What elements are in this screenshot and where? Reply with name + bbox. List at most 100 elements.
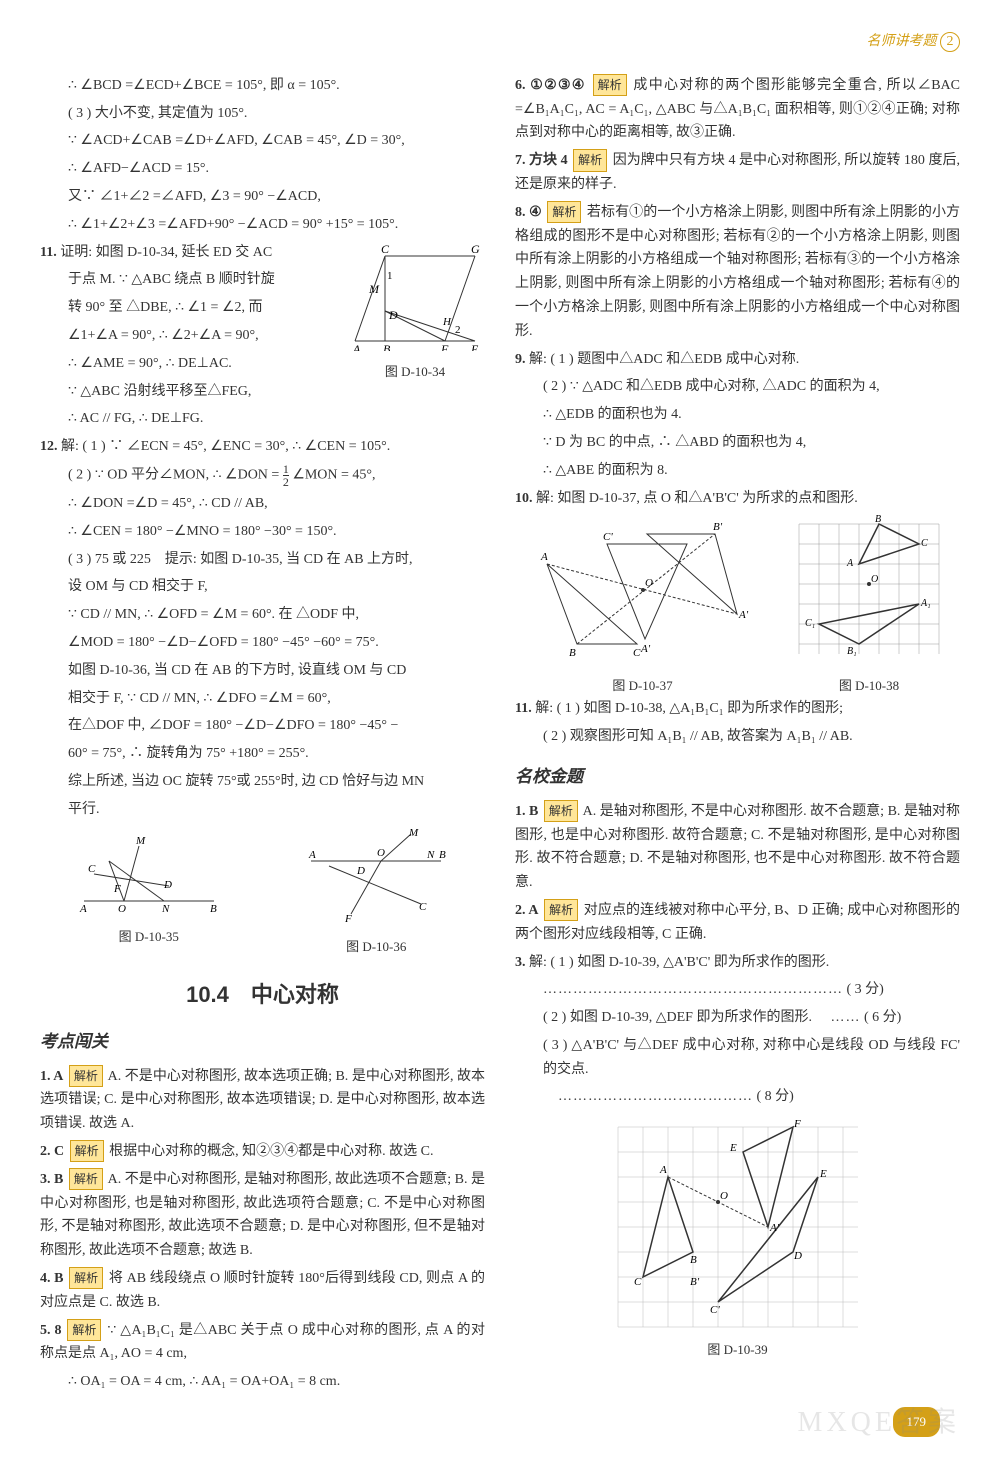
analysis-tag: 解析	[593, 74, 627, 96]
svg-text:M: M	[135, 835, 146, 847]
svg-text:F: F	[440, 342, 449, 351]
subsection-title: 考点闯关	[40, 1028, 485, 1057]
fig-label: 图 D-10-39	[515, 1339, 960, 1361]
svg-text:N: N	[426, 849, 435, 861]
text-line: ∴ ∠CEN = 180° −∠MNO = 180° −30° = 150°.	[40, 520, 485, 544]
analysis-tag: 解析	[70, 1140, 104, 1162]
svg-text:O: O	[645, 577, 653, 589]
svg-text:M: M	[408, 827, 419, 839]
svg-text:C: C	[88, 863, 96, 875]
svg-text:B': B'	[690, 1276, 700, 1288]
analysis-tag: 解析	[67, 1319, 101, 1341]
svg-text:C: C	[921, 538, 928, 549]
svg-text:D: D	[356, 865, 365, 877]
svg-text:C₁: C₁	[805, 618, 815, 629]
header-title: 名师讲考题	[867, 34, 937, 49]
svg-text:A': A'	[769, 1222, 780, 1234]
fig-label: 图 D-10-38	[778, 675, 960, 697]
q2: 2. C 解析 根据中心对称的概念, 知②③④都是中心对称. 故选 C.	[40, 1140, 485, 1164]
svg-text:B: B	[569, 647, 576, 659]
text: 证明: 如图 D-10-34, 延长 ED 交 AC	[60, 245, 272, 260]
figures-37-38: A B C A' B' C' O A' 图 D-10-37	[515, 514, 960, 697]
svg-text:A: A	[540, 551, 548, 563]
figure-d-10-39: A C B O A' F E E D C' B' 图 D-10-39	[515, 1117, 960, 1361]
svg-text:B₁: B₁	[847, 646, 857, 657]
item-label: 11.	[40, 245, 57, 260]
text-line: 相交于 F, ∵ CD // MN, ∴ ∠DFO =∠M = 60°,	[40, 687, 485, 711]
analysis-tag: 解析	[547, 201, 581, 223]
svg-text:C: C	[419, 901, 427, 913]
text-line: ∵ CD // MN, ∴ ∠OFD = ∠M = 60°. 在 △ODF 中,	[40, 603, 485, 627]
q9: 9. 解: ( 1 ) 题图中△ADC 和△EDB 成中心对称.	[515, 348, 960, 372]
svg-text:D: D	[163, 879, 172, 891]
text-line: ∴ ∠BCD =∠ECD+∠BCE = 105°, 即 α = 105°.	[40, 74, 485, 98]
text-line: 平行.	[40, 798, 485, 822]
svg-text:B': B'	[713, 521, 723, 533]
analysis-tag: 解析	[69, 1168, 103, 1190]
score-line: …………………………………………………… ( 3 分)	[515, 978, 960, 1002]
analysis-tag: 解析	[69, 1065, 103, 1087]
q8: 8. ④ 解析 若标有①的一个小方格涂上阴影, 则图中所有涂上阴影的小方格组成的…	[515, 201, 960, 344]
analysis-tag: 解析	[69, 1267, 103, 1289]
q12-line: 12. 解: ( 1 ) ∵ ∠ECN = 45°, ∠ENC = 30°, ∴…	[40, 435, 485, 459]
svg-text:A': A'	[738, 609, 749, 621]
svg-text:O: O	[118, 903, 126, 915]
text-line: ∴ ∠AFD−∠ACD = 15°.	[40, 157, 485, 181]
figure-d-10-34: A B F E C G M D 1 H 2 图 D-10-34	[345, 241, 485, 384]
text-line: ∠MOD = 180° −∠D−∠OFD = 180° −45° −60° = …	[40, 631, 485, 655]
item-label: 12.	[40, 439, 58, 454]
svg-text:A': A'	[640, 643, 651, 655]
q10: 10. 解: 如图 D-10-37, 点 O 和△A'B'C' 为所求的点和图形…	[515, 487, 960, 511]
fig-label: 图 D-10-35	[74, 926, 224, 948]
text-line: ( 3 ) 大小不变, 其定值为 105°.	[40, 102, 485, 126]
analysis-tag: 解析	[544, 800, 578, 822]
q6: 6. ①②③④ 解析 成中心对称的两个图形能够完全重合, 所以∠BAC =∠B₁…	[515, 74, 960, 145]
q5: 5. 8 解析 ∵ △A₁B₁C₁ 是△ABC 关于点 O 成中心对称的图形, …	[40, 1319, 485, 1367]
svg-text:O: O	[871, 574, 878, 585]
svg-text:A: A	[659, 1164, 667, 1176]
text-line: ( 2 ) 观察图形可知 A₁B₁ // AB, 故答案为 A₁B₁ // AB…	[515, 725, 960, 749]
svg-text:E: E	[819, 1168, 827, 1180]
svg-text:F: F	[344, 913, 352, 925]
q1: 1. A 解析 A. 不是中心对称图形, 故本选项正确; B. 是中心对称图形,…	[40, 1065, 485, 1136]
svg-text:A: A	[79, 903, 87, 915]
q11r: 11. 解: ( 1 ) 如图 D-10-38, △A₁B₁C₁ 即为所求作的图…	[515, 697, 960, 721]
svg-text:D: D	[793, 1250, 802, 1262]
text-line: ( 3 ) 75 或 225 提示: 如图 D-10-35, 当 CD 在 AB…	[40, 548, 485, 572]
svg-text:C: C	[634, 1276, 642, 1288]
text-line: 在△DOF 中, ∠DOF = 180° −∠D−∠DFO = 180° −45…	[40, 714, 485, 738]
text-line: 又∵ ∠1+∠2 =∠AFD, ∠3 = 90° −∠ACD,	[40, 185, 485, 209]
svg-text:M: M	[368, 282, 380, 296]
svg-text:F: F	[113, 883, 121, 895]
svg-text:A: A	[352, 342, 361, 351]
text-line: ( 2 ) 如图 D-10-39, △DEF 即为所求作的图形. …… ( 6 …	[515, 1006, 960, 1030]
svg-text:C: C	[381, 242, 390, 256]
svg-text:B: B	[875, 514, 881, 525]
svg-text:C': C'	[710, 1304, 720, 1316]
text-line: ∴ AC // FG, ∴ DE⊥FG.	[40, 407, 485, 431]
text-line: ∴ △EDB 的面积也为 4.	[515, 403, 960, 427]
svg-text:C: C	[633, 647, 641, 659]
text-line: ( 2 ) ∵ OD 平分∠MON, ∴ ∠DON = 12 ∠MON = 45…	[40, 463, 485, 488]
right-column: 6. ①②③④ 解析 成中心对称的两个图形能够完全重合, 所以∠BAC =∠B₁…	[515, 74, 960, 1398]
figures-35-36: A O N B C M F D 图 D-10-35 A	[40, 826, 485, 959]
svg-text:A₁: A₁	[920, 598, 931, 609]
analysis-tag: 解析	[573, 149, 607, 171]
svg-text:1: 1	[387, 270, 393, 282]
svg-text:A: A	[846, 558, 854, 569]
subsection-title: 名校金题	[515, 763, 960, 792]
text-line: 如图 D-10-36, 当 CD 在 AB 的下方时, 设直线 OM 与 CD	[40, 659, 485, 683]
header-num: 2	[940, 32, 960, 52]
fig-label: 图 D-10-37	[515, 675, 770, 697]
text-line: ∵ D 为 BC 的中点, ∴ △ABD 的面积也为 4,	[515, 431, 960, 455]
score-line: ………………………………… ( 8 分)	[515, 1085, 960, 1109]
q3: 3. B 解析 A. 不是中心对称图形, 是轴对称图形, 故此选项不合题意; B…	[40, 1168, 485, 1263]
fig-label: 图 D-10-36	[301, 936, 451, 958]
svg-text:E: E	[470, 342, 479, 351]
svg-text:O: O	[377, 847, 385, 859]
svg-text:H: H	[442, 316, 452, 328]
q4: 4. B 解析 将 AB 线段绕点 O 顺时针旋转 180°后得到线段 CD, …	[40, 1267, 485, 1315]
text-line: ∵ ∠ACD+∠CAB =∠D+∠AFD, ∠CAB = 45°, ∠D = 3…	[40, 129, 485, 153]
text-line: ∴ ∠DON =∠D = 45°, ∴ CD // AB,	[40, 492, 485, 516]
content-columns: ∴ ∠BCD =∠ECD+∠BCE = 105°, 即 α = 105°. ( …	[40, 74, 960, 1398]
